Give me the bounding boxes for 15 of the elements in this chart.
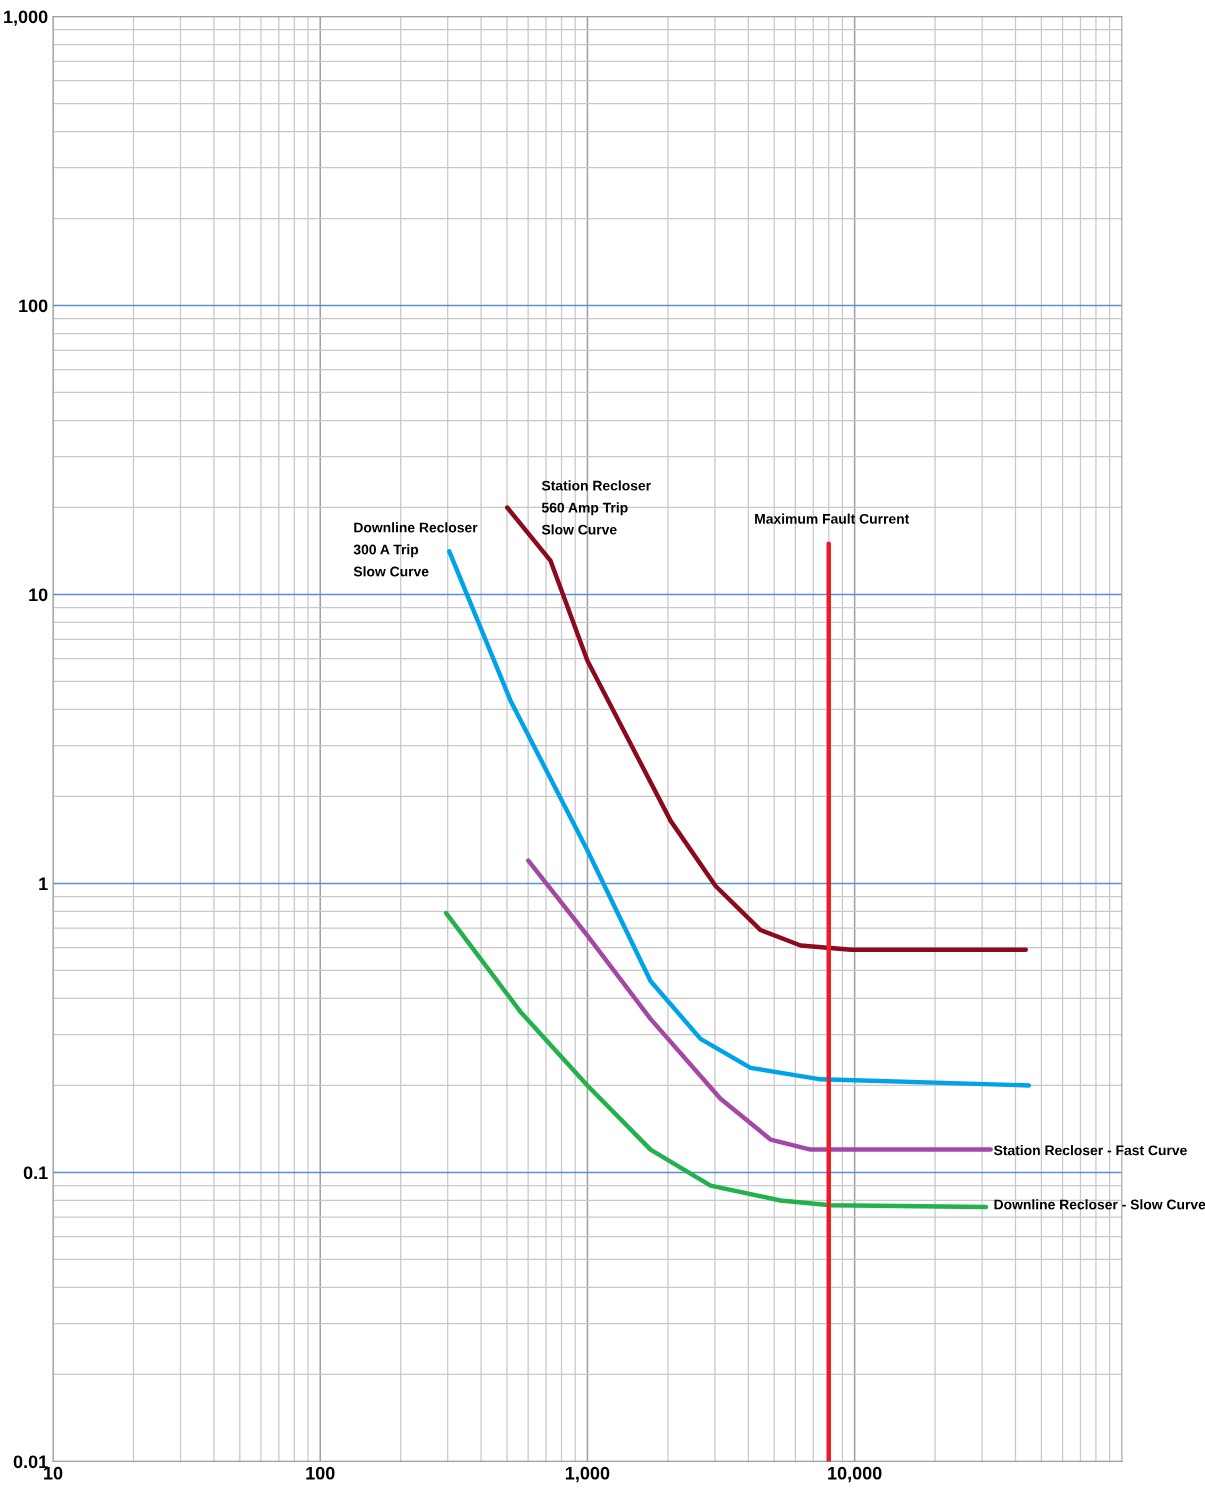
x-tick-label: 10,000	[828, 1466, 882, 1483]
annotation: Downline Recloser - Slow Curve	[994, 1199, 1205, 1210]
annotation: Station Recloser 560 Amp Trip Slow Curve	[541, 480, 651, 535]
y-tick-label: 0.01	[13, 1455, 48, 1469]
x-tick-label: 100	[306, 1466, 335, 1480]
x-tick-label: 1,000	[565, 1466, 610, 1483]
annotation: Downline Recloser 300 A Trip Slow Curve	[353, 522, 478, 577]
annotation: Station Recloser - Fast Curve	[993, 1145, 1187, 1156]
y-tick-label: 100	[19, 299, 48, 313]
y-tick-label: 1,000	[4, 10, 48, 26]
y-tick-label: 0.1	[23, 1166, 48, 1180]
annotation: Maximum Fault Current	[755, 513, 910, 524]
x-tick-label: 10	[44, 1466, 63, 1480]
y-tick-label: 1	[39, 877, 48, 891]
y-tick-label: 10	[29, 588, 48, 602]
